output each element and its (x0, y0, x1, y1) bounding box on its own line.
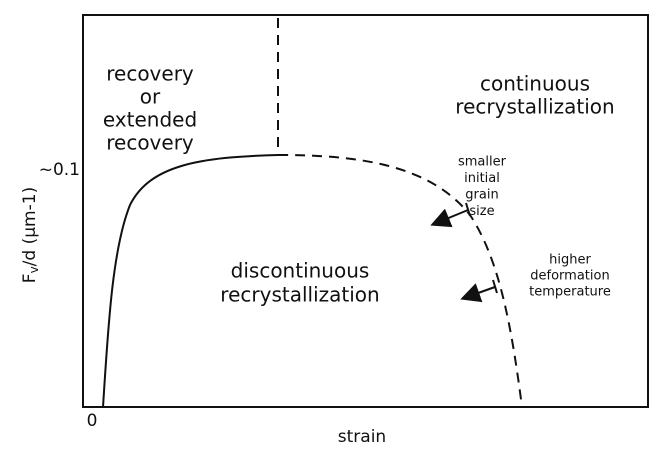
region-label: discontinuous (231, 259, 370, 283)
arrow-tick (492, 279, 498, 294)
annotation: grain (465, 188, 498, 203)
region-label: or (140, 85, 161, 109)
x-axis-label: strain (338, 427, 386, 447)
region-label: recovery (106, 131, 194, 155)
arrow (460, 283, 496, 303)
y-label-main: F (20, 273, 40, 283)
annotation: temperature (529, 285, 611, 300)
region-label: extended (103, 108, 197, 132)
region-label: recrystallization (220, 283, 379, 307)
region-label: continuous (480, 72, 590, 96)
plot-frame (82, 14, 649, 408)
region-label: recovery (106, 62, 194, 86)
annotation: initial (464, 171, 500, 186)
y-label-sub: v (27, 266, 41, 273)
annotation: deformation (530, 269, 609, 284)
origin-label: 0 (87, 411, 98, 431)
annotation: smaller (458, 155, 507, 170)
arrow (430, 208, 469, 228)
y-axis-label: Fv/d (μm-1) (20, 187, 41, 283)
region-label: recrystallization (455, 95, 614, 119)
y-tick-label: ~0.1 (39, 160, 80, 180)
boundary-solid (102, 154, 279, 408)
annotation: higher (549, 253, 591, 268)
y-label-rest: /d (μm-1) (20, 187, 40, 267)
arrow-tick (465, 202, 471, 217)
annotation: size (469, 204, 494, 219)
